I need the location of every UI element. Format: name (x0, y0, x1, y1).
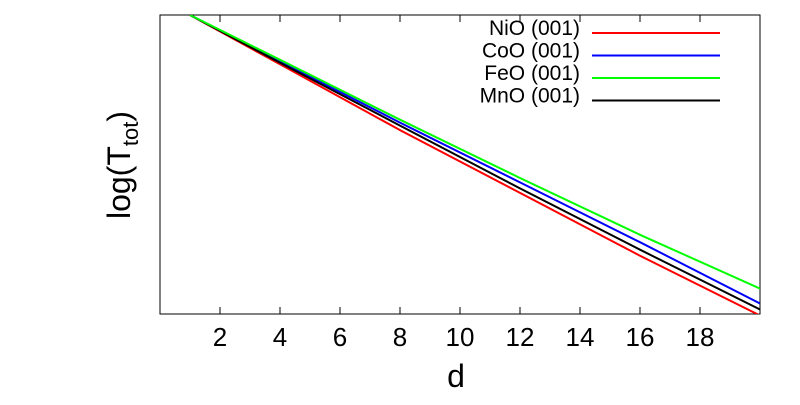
x-tick-label: 10 (446, 322, 475, 352)
plot-frame (159, 14, 761, 315)
series-line (189, 15, 760, 314)
series-lines (189, 15, 760, 314)
series-line (189, 15, 760, 305)
x-axis-ticks: 2 4 6 8 10 12 14 16 18 (213, 15, 715, 352)
x-tick-label: 6 (333, 322, 347, 352)
legend-label: CoO (001) (482, 40, 580, 63)
legend-label: MnO (001) (480, 85, 580, 108)
y-axis-label-subscript: tot (118, 122, 143, 146)
legend-label: FeO (001) (484, 62, 580, 85)
x-tick-label: 4 (273, 322, 287, 352)
x-tick-label: 18 (686, 322, 715, 352)
legend-label: NiO (001) (489, 17, 580, 40)
legend: NiO (001)CoO (001)FeO (001)MnO (001) (480, 17, 720, 108)
y-axis-label-main: log(T (101, 146, 137, 219)
x-tick-label: 12 (506, 322, 535, 352)
x-tick-label: 2 (213, 322, 227, 352)
x-tick-label: 8 (393, 322, 407, 352)
x-tick-label: 16 (626, 322, 655, 352)
y-axis-label-close: ) (101, 111, 137, 122)
series-line (189, 15, 760, 311)
x-axis-label: d (447, 358, 465, 394)
series-line (189, 15, 760, 290)
y-axis-label: log(Ttot) (101, 111, 143, 219)
x-tick-label: 14 (566, 322, 595, 352)
